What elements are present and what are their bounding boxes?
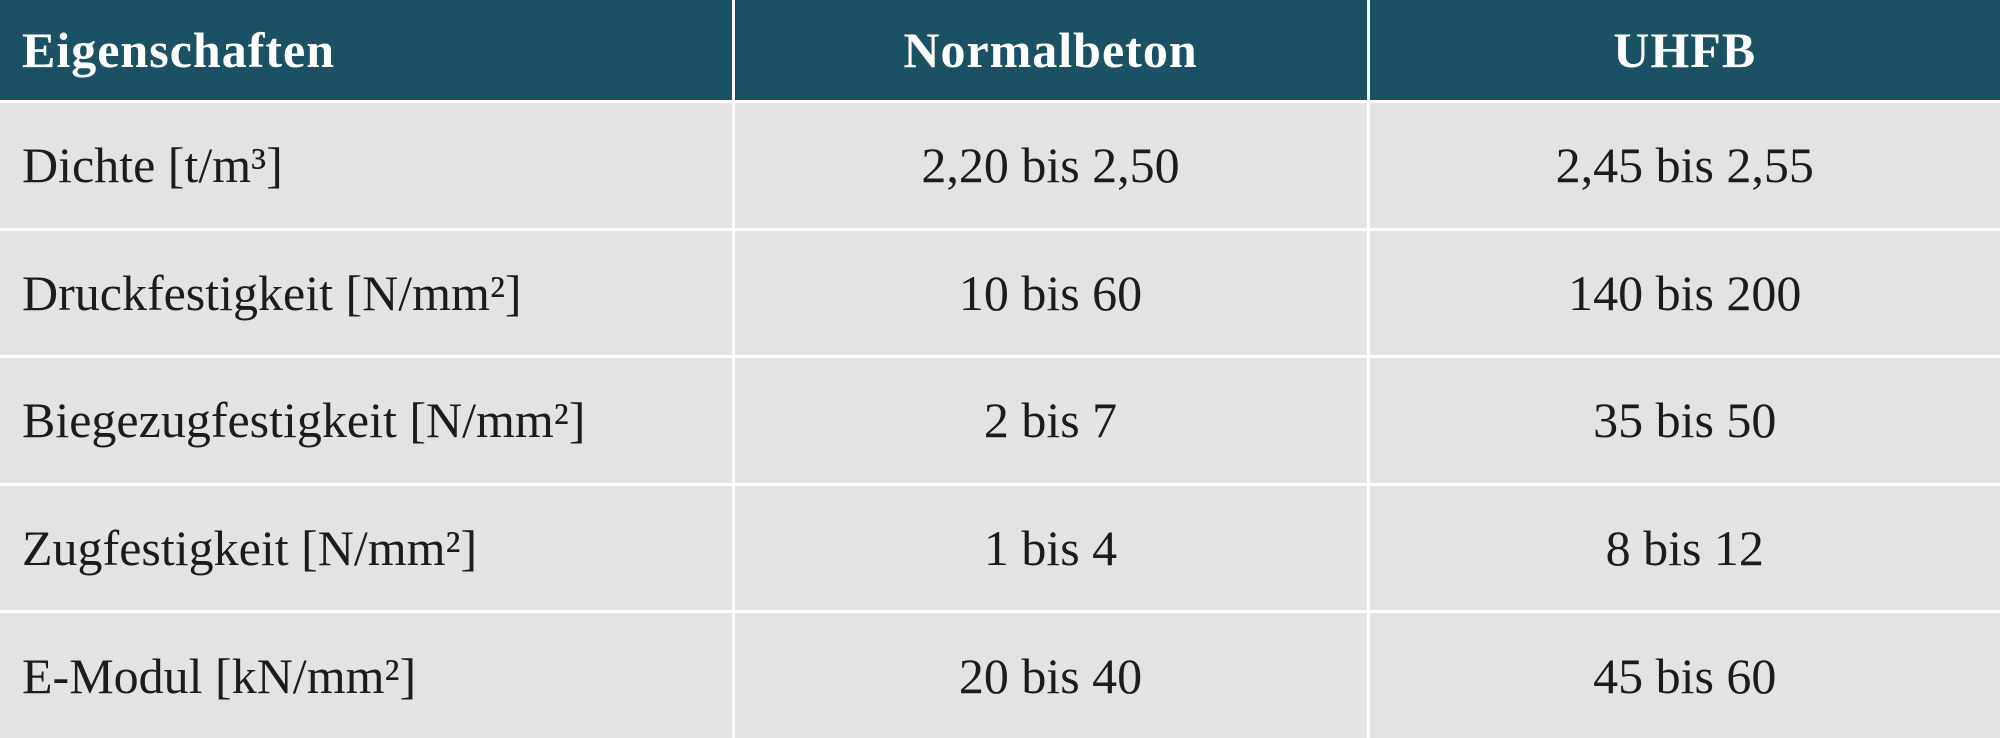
value-cell: 1 bis 4: [731, 482, 1370, 614]
value-cell: 45 bis 60: [1366, 610, 2000, 738]
header-cell: Eigenschaften: [0, 0, 735, 103]
value-cell: 140 bis 200: [1366, 227, 2000, 359]
table-header: Eigenschaften Normalbeton UHFB: [0, 0, 2000, 103]
header-cell: Normalbeton: [731, 0, 1370, 103]
value-cell: 8 bis 12: [1366, 482, 2000, 614]
value-cell: 20 bis 40: [731, 610, 1370, 738]
property-cell: Zugfestigkeit [N/mm²]: [0, 482, 735, 614]
property-cell: Biegezugfestigkeit [N/mm²]: [0, 355, 735, 486]
value-cell: 35 bis 50: [1366, 355, 2000, 486]
table-row: Druckfestigkeit [N/mm²] 10 bis 60 140 bis …: [0, 227, 2000, 359]
header-row: Eigenschaften Normalbeton UHFB: [0, 0, 2000, 103]
property-cell: Dichte [t/m³]: [0, 100, 735, 231]
value-cell: 2,20 bis 2,50: [731, 100, 1370, 231]
header-cell: UHFB: [1366, 0, 2000, 103]
value-cell: 2 bis 7: [731, 355, 1370, 486]
table-row: Biegezugfestigkeit [N/mm²] 2 bis 7 35 bis …: [0, 355, 2000, 486]
value-cell: 2,45 bis 2,55: [1366, 100, 2000, 231]
value-cell: 10 bis 60: [731, 227, 1370, 359]
table-row: E-Modul [kN/mm²] 20 bis 40 45 bis 60: [0, 610, 2000, 738]
property-cell: E-Modul [kN/mm²]: [0, 610, 735, 738]
table-body: Dichte [t/m³] 2,20 bis 2,50 2,45 bis 2,55 D…: [0, 100, 2000, 738]
table-row: Dichte [t/m³] 2,20 bis 2,50 2,45 bis 2,55: [0, 100, 2000, 231]
property-cell: Druckfestigkeit [N/mm²]: [0, 227, 735, 359]
